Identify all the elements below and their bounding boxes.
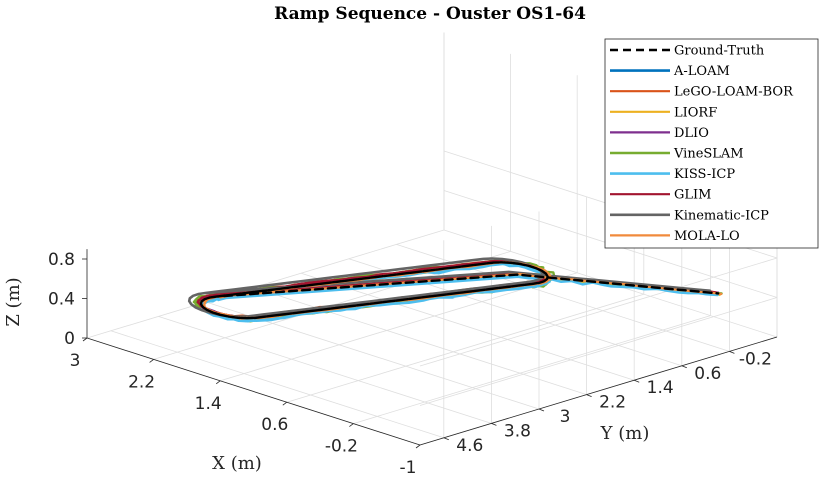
y-tick-label: 2.2 (599, 393, 626, 413)
y-tick-mark (586, 394, 592, 397)
y-tick-label: 1.4 (647, 378, 674, 398)
grid-line (301, 272, 635, 381)
y-tick-mark (538, 408, 545, 412)
legend-label: LIORF (674, 105, 717, 120)
y-tick-mark (729, 351, 735, 354)
legend-label: LeGO-LOAM-BOR (674, 85, 794, 100)
y-tick-label: 0.6 (694, 364, 721, 384)
axes-layer (82, 249, 778, 449)
grid-line (286, 293, 644, 403)
grid-line (419, 257, 778, 367)
legend-label: GLIM (674, 188, 711, 203)
x-tick-label: 0.6 (261, 415, 288, 435)
legend-label: Ground-Truth (674, 44, 765, 59)
y-tick-mark (491, 423, 497, 426)
z-tick-label: 0.4 (48, 290, 75, 310)
x-tick-mark (149, 359, 154, 363)
y-tick-label: -0.2 (739, 349, 772, 369)
z-tick-label: 0.8 (48, 250, 75, 270)
x-tick-label: 2.2 (128, 372, 155, 392)
y-tick-mark (634, 379, 640, 383)
x-tick-mark (215, 380, 221, 385)
ticks-layer: 3 2.2 1.4 0.6 -0.2 -1 -0.2 0.6 1.4 2.2 3 3.8 4.6 0 0.4… (48, 250, 772, 477)
series-line-ground-truth (199, 261, 720, 320)
x-tick-mark (349, 423, 354, 427)
y-tick-label: 3 (560, 407, 571, 427)
y-tick-label: 4.6 (456, 436, 483, 456)
grid-line (253, 287, 587, 395)
y-axis-label: Y (m) (600, 423, 650, 444)
y-axis-line (419, 336, 778, 446)
legend: Ground-Truth A-LOAM LeGO-LOAM-BOR LIORF DLIO… (604, 38, 819, 249)
legend-label: VineSLAM (673, 147, 744, 162)
z-axis-label: Z (m) (3, 277, 24, 326)
y-tick-label: 3.8 (504, 421, 531, 441)
x-tick-label: 3 (70, 351, 81, 371)
x-tick-label: 1.4 (195, 394, 222, 414)
data-layer (187, 257, 723, 323)
x-tick-mark (415, 444, 421, 449)
legend-label: KISS-ICP (674, 167, 735, 182)
grid-line (419, 297, 778, 406)
x-axis-label: X (m) (212, 453, 262, 474)
chart-title: Ramp Sequence - Ouster OS1-64 (274, 4, 586, 24)
grid-line (353, 315, 711, 424)
legend-box (604, 38, 819, 249)
legend-label: A-LOAM (673, 64, 730, 79)
x-tick-label: -1 (400, 458, 417, 477)
legend-label: Kinematic-ICP (674, 208, 769, 223)
legend-items: Ground-Truth A-LOAM LeGO-LOAM-BOR LIORF DLIO… (610, 44, 794, 244)
grid-line (220, 272, 578, 382)
x-tick-mark (82, 337, 88, 342)
grid-line (110, 330, 444, 439)
grid-line (158, 316, 492, 424)
y-tick-mark (681, 365, 687, 369)
grid-line (86, 229, 445, 339)
legend-label: MOLA-LO (674, 229, 740, 244)
y-tick-mark (443, 437, 449, 441)
x-axis-line (86, 337, 421, 446)
x-tick-label: -0.2 (325, 437, 358, 457)
z-tick-label: 0 (64, 329, 75, 349)
x-tick-mark (282, 401, 288, 406)
legend-label: DLIO (674, 126, 709, 141)
